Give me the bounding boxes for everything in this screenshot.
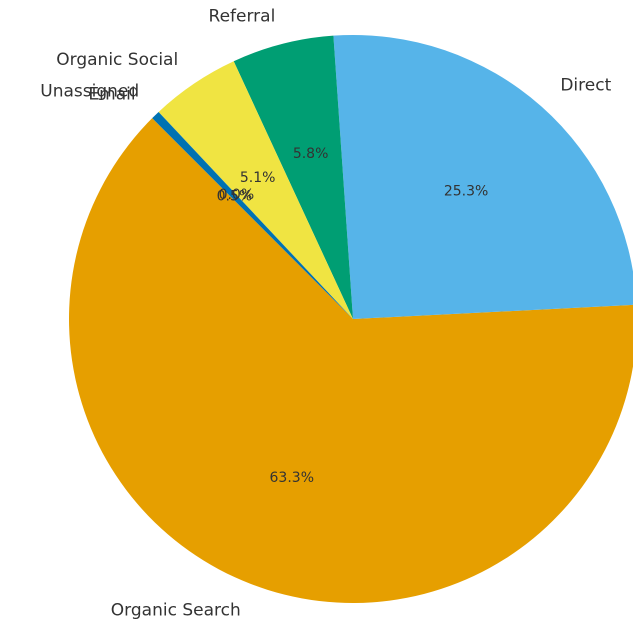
category-labels: Organic Search Direct Referral Organic Soci… — [40, 6, 611, 620]
category-label-organic-search: Organic Search — [111, 601, 241, 621]
pie-slices — [68, 35, 633, 604]
category-label-unassigned: Unassigned — [40, 81, 139, 101]
category-label-organic-social: Organic Social — [56, 50, 178, 70]
pie-slice-email — [152, 111, 353, 320]
pie-slice-referral — [233, 35, 353, 320]
pie-slice-organic-social — [158, 61, 353, 320]
pie-slice-direct — [333, 35, 633, 319]
category-label-referral: Referral — [209, 6, 276, 26]
pct-label-referral: 5.8% — [293, 146, 329, 162]
pct-label-organic-social: 5.1% — [240, 170, 276, 186]
pct-label-unassigned: 0.0% — [219, 187, 255, 203]
category-label-direct: Direct — [560, 75, 611, 95]
pct-label-organic-search: 63.3% — [270, 470, 314, 486]
pct-label-email: 0.5% — [217, 189, 253, 205]
pie-slice-organic-search — [68, 118, 633, 604]
pct-label-direct: 25.3% — [444, 184, 488, 200]
percentage-labels: 63.3% 25.3% 5.8% 5.1%0.0%0.5% — [217, 146, 489, 486]
category-label-email: Email — [88, 85, 135, 105]
